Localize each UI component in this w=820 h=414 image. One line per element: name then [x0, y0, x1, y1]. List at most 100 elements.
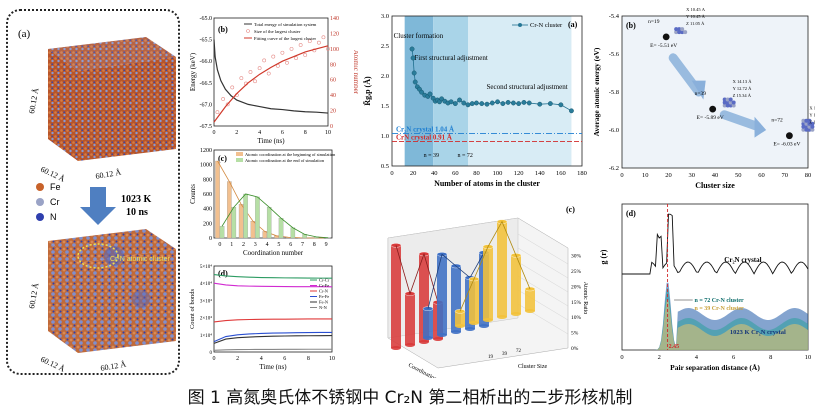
- x-tick-label: 30: [689, 172, 696, 179]
- y-tick-label: -67.5: [200, 124, 213, 130]
- cluster-size-label: n=19: [648, 19, 660, 25]
- x-tick-label: 8: [304, 130, 307, 136]
- x-axis-label: Coordination number: [243, 249, 304, 257]
- y-right-tick-label: 80: [330, 62, 336, 68]
- legend-label: Total energy of simulation system: [254, 22, 317, 27]
- y-tick-label: 1.5: [381, 103, 389, 110]
- y-right-tick-label: 60: [330, 78, 336, 84]
- legend-n-label: N: [50, 212, 57, 222]
- y-tick-label: -65.5: [200, 38, 213, 44]
- x-tick-label: 50: [735, 172, 742, 179]
- legend-label: N-N: [319, 305, 328, 310]
- bond-count-line: [213, 274, 333, 279]
- transition-arrowhead: [691, 80, 706, 100]
- panel-a-right-label: (a): [568, 20, 578, 29]
- z-tick-label: 15%: [571, 300, 582, 306]
- initial-cube: [48, 37, 176, 161]
- total-energy-line: [213, 39, 329, 114]
- cluster-rg-point: [558, 102, 564, 108]
- cluster-size-point: [221, 97, 226, 101]
- x-tick-label: 0: [213, 130, 216, 136]
- plot-frame: [621, 15, 809, 169]
- transition-arrow: [668, 53, 704, 97]
- cylinder-bar: [391, 245, 401, 348]
- legend-label: Cr-Cr: [319, 278, 330, 283]
- y-tick-label: -65.0: [200, 16, 213, 22]
- y-tick-label: 0: [210, 351, 213, 356]
- x-tick-label: 40: [712, 172, 719, 179]
- y-axis-label: Count of bonds: [189, 288, 196, 329]
- cluster-atom: [728, 100, 733, 105]
- y-tick-label: 600: [203, 192, 212, 198]
- histogram-bar: [243, 193, 248, 239]
- y-right-tick-label: 40: [330, 93, 336, 99]
- cluster-atom: [725, 103, 730, 108]
- legend-label: Cr-N cluster: [530, 22, 563, 29]
- cluster-atom: [807, 124, 812, 129]
- cluster-size-point: [303, 53, 308, 57]
- cluster-rg-point: [537, 101, 543, 107]
- panel-a-svg: (a) 60.12 Å 60.12 Å 60.12 Å Fe Cr N 1023…: [18, 28, 176, 374]
- panel-c-label: (c): [218, 154, 227, 163]
- z-tick-label: 30%: [571, 254, 582, 260]
- z-axis-label: Atomic Ratio: [582, 282, 588, 315]
- x-axis-label: Time (ns): [257, 137, 285, 145]
- x-axis-label: Cluster size: [695, 181, 735, 190]
- cluster-rg-point: [411, 70, 417, 76]
- energy-label: E= -5.89 eV: [697, 115, 724, 121]
- x-tick-label: 80: [805, 172, 812, 179]
- histogram-bar: [231, 207, 237, 239]
- grid-line: [517, 233, 569, 265]
- y-tick-label: -5.8: [609, 89, 619, 96]
- cylinder-bar: [525, 289, 535, 311]
- cylinder-bar: [405, 293, 415, 345]
- cluster-rg-point: [526, 100, 532, 106]
- cluster-label: Cr-N atomic cluster: [110, 256, 171, 263]
- final-cube: [48, 229, 176, 353]
- dimension-label: Z 15.34 Å: [733, 93, 752, 98]
- x-tick-label: 6: [732, 354, 736, 361]
- cluster-rg-point: [427, 91, 433, 97]
- figure-caption: 图 1 高氮奥氏体不锈钢中 Cr₂N 第二相析出的二步形核机制: [187, 388, 633, 408]
- x-tick-label: 0: [620, 354, 623, 361]
- y-tick-label: 200: [203, 221, 212, 227]
- cluster-size-point: [225, 102, 230, 107]
- y-right-tick-label: 120: [330, 31, 339, 37]
- cluster-rg-point: [412, 79, 418, 85]
- x-tick-label: 7: [301, 242, 304, 248]
- arrow-time: 10 ns: [126, 207, 148, 218]
- x-tick-label: 100: [493, 170, 503, 177]
- bar-top: [454, 309, 466, 314]
- panel-d-right-label: (d): [626, 209, 636, 218]
- cylinder-bar: [469, 279, 479, 323]
- legend-fe-dot: [36, 183, 44, 191]
- cluster-atom: [674, 30, 679, 35]
- cluster-rg-point: [489, 100, 495, 106]
- y-tick-label: 0.5: [381, 163, 389, 170]
- y-axis-label: g (r): [599, 249, 608, 264]
- cylinder-bar: [483, 246, 493, 320]
- region-label-3: Second structural adjustment: [486, 83, 567, 91]
- cube1-dim-depth: 60.12 Å: [39, 165, 66, 184]
- chart-c-coordination: (c) 0 1 2 3 4 5 6 7 8 9 0 200 400 600 800 1000 1200 Coordi…: [189, 148, 336, 257]
- cluster-atom: [725, 97, 730, 102]
- x-tick-label: 9: [325, 242, 328, 248]
- x-tick-label: 0: [218, 242, 221, 248]
- peak-marker-label: 2.45: [669, 344, 680, 350]
- cluster-size-point: [307, 39, 312, 44]
- transition-arrowhead: [754, 116, 767, 138]
- cluster-atom: [674, 27, 679, 32]
- chart-a-radius-gyration: Cluster formation First structural adjust…: [363, 13, 587, 188]
- plot-frame: [213, 149, 333, 239]
- y-tick-label: 800: [203, 177, 212, 183]
- cluster-atom: [677, 30, 682, 35]
- cluster-size-point: [298, 43, 303, 47]
- y-axis-label: Energy (keV): [189, 52, 197, 91]
- energy-point: [709, 105, 717, 113]
- z-tick-label: 10%: [571, 315, 582, 321]
- legend-swatch: [236, 158, 243, 162]
- cube2-dim-depth: 60.12 Å: [39, 355, 66, 374]
- y-tick-label: 400: [203, 207, 212, 213]
- x-tick-label: 2: [236, 356, 239, 362]
- x-tick-label: 2: [242, 242, 245, 248]
